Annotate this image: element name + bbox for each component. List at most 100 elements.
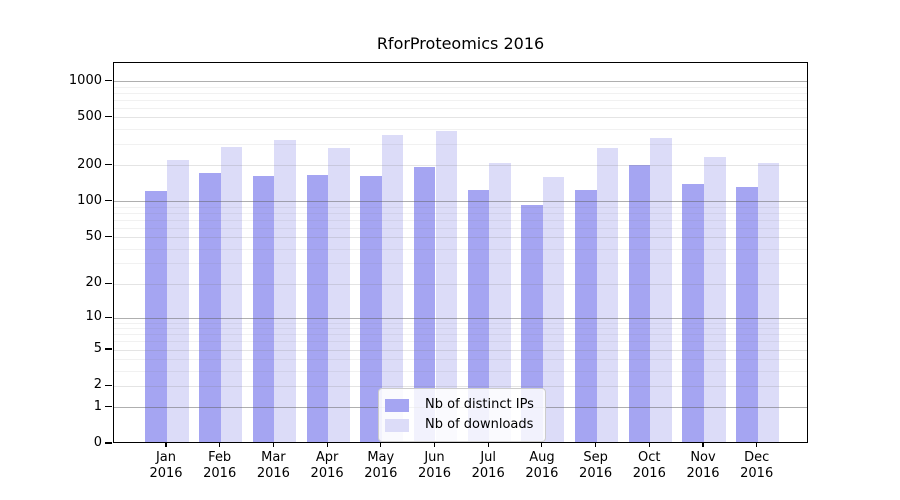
gridline-4 xyxy=(114,359,807,361)
y-tick-label-20: 20 xyxy=(85,275,102,291)
bar-nb-of-downloads-oct xyxy=(650,137,672,442)
bar-nb-of-distinct-ips-jul xyxy=(467,189,490,442)
y-tick-mark-1 xyxy=(105,406,112,408)
gridline-9 xyxy=(114,322,807,324)
gridline-6 xyxy=(114,341,807,343)
x-tick-mark-sep xyxy=(595,443,597,447)
x-tick-mark-jan xyxy=(165,443,167,447)
plot-area xyxy=(113,62,808,443)
gridline-70 xyxy=(114,219,807,221)
x-tick-label-may: May 2016 xyxy=(364,450,398,481)
bar-nb-of-downloads-feb xyxy=(220,146,243,442)
x-tick-mark-feb xyxy=(219,443,221,447)
gridline-50 xyxy=(114,237,807,239)
bar-nb-of-distinct-ips-feb xyxy=(199,172,221,442)
x-tick-mark-jul xyxy=(487,443,489,447)
bar-nb-of-distinct-ips-mar xyxy=(252,176,275,442)
gridline-200 xyxy=(114,165,807,167)
y-tick-label-2: 2 xyxy=(93,377,102,393)
y-tick-label-0: 0 xyxy=(93,435,102,450)
gridline-40 xyxy=(114,248,807,250)
y-tick-label-10: 10 xyxy=(85,309,102,325)
x-tick-mark-nov xyxy=(702,443,704,447)
x-tick-label-jun: Jun 2016 xyxy=(417,450,452,481)
gridline-60 xyxy=(114,227,807,229)
x-tick-label-sep: Sep 2016 xyxy=(579,450,613,481)
gridline-1000 xyxy=(114,81,807,82)
bar-nb-of-downloads-dec xyxy=(757,162,780,442)
x-tick-label-oct: Oct 2016 xyxy=(632,450,666,481)
gridline-400 xyxy=(114,129,807,130)
y-tick-mark-500 xyxy=(105,116,112,118)
gridline-8 xyxy=(114,328,807,330)
gridline-800 xyxy=(114,92,807,94)
legend-swatch-distinct-ips xyxy=(385,398,409,412)
x-tick-mark-dec xyxy=(756,443,758,447)
legend-row-downloads: Nb of downloads xyxy=(385,415,537,435)
y-tick-mark-100 xyxy=(105,200,112,202)
y-tick-label-500: 500 xyxy=(77,108,102,124)
x-tick-mark-oct xyxy=(648,443,650,447)
gridline-600 xyxy=(114,107,807,109)
x-tick-mark-aug xyxy=(541,443,543,447)
x-tick-label-aug: Aug 2016 xyxy=(525,450,559,481)
gridline-100 xyxy=(114,201,807,203)
y-tick-mark-200 xyxy=(105,164,112,166)
y-tick-mark-2 xyxy=(105,384,112,386)
x-tick-label-apr: Apr 2016 xyxy=(310,450,344,481)
bar-nb-of-downloads-nov xyxy=(704,157,726,442)
y-tick-mark-5 xyxy=(105,348,112,350)
x-tick-label-feb: Feb 2016 xyxy=(203,450,237,481)
x-tick-label-nov: Nov 2016 xyxy=(686,450,720,481)
bar-nb-of-distinct-ips-sep xyxy=(575,189,597,442)
bar-nb-of-distinct-ips-apr xyxy=(306,174,329,442)
legend-swatch-downloads xyxy=(385,418,409,432)
bar-nb-of-distinct-ips-aug xyxy=(521,204,543,442)
x-tick-label-jul: Jul 2016 xyxy=(471,450,505,481)
gridline-700 xyxy=(114,99,807,101)
gridline-900 xyxy=(114,86,807,88)
y-tick-label-100: 100 xyxy=(77,192,102,208)
bar-nb-of-downloads-jul xyxy=(489,163,511,442)
gridline-30 xyxy=(114,263,807,265)
x-tick-mark-jun xyxy=(433,443,436,447)
bar-nb-of-distinct-ips-nov xyxy=(682,183,704,442)
bar-nb-of-distinct-ips-oct xyxy=(628,164,651,442)
bar-nb-of-distinct-ips-dec xyxy=(736,186,758,442)
legend-label-distinct-ips: Nb of distinct IPs xyxy=(425,397,534,412)
bar-nb-of-downloads-apr xyxy=(328,147,350,442)
y-tick-mark-0 xyxy=(105,442,112,444)
x-tick-mark-may xyxy=(380,443,382,447)
gridline-300 xyxy=(114,144,807,146)
bar-nb-of-downloads-aug xyxy=(542,177,565,442)
bar-nb-of-downloads-jun xyxy=(435,130,458,442)
y-tick-label-1: 1 xyxy=(93,398,102,414)
x-tick-mark-apr xyxy=(326,443,328,447)
y-tick-mark-20 xyxy=(105,282,112,284)
gridline-2 xyxy=(114,385,807,387)
x-tick-label-jan: Jan 2016 xyxy=(149,450,183,481)
y-tick-label-200: 200 xyxy=(77,156,102,172)
bar-nb-of-distinct-ips-jan xyxy=(145,190,167,442)
y-tick-label-50: 50 xyxy=(85,228,102,244)
x-tick-label-mar: Mar 2016 xyxy=(256,450,290,481)
gridline-20 xyxy=(114,283,807,285)
y-tick-label-1000: 1000 xyxy=(68,72,102,88)
y-tick-mark-50 xyxy=(105,236,112,238)
bar-nb-of-distinct-ips-may xyxy=(360,175,382,442)
bar-nb-of-distinct-ips-jun xyxy=(413,167,436,442)
gridline-10 xyxy=(114,317,807,319)
gridline-500 xyxy=(114,117,807,119)
bar-nb-of-downloads-sep xyxy=(596,147,619,442)
y-tick-label-5: 5 xyxy=(93,341,102,356)
x-tick-mark-mar xyxy=(272,443,274,447)
y-tick-mark-10 xyxy=(105,316,112,318)
legend-row-distinct-ips: Nb of distinct IPs xyxy=(385,395,537,415)
gridline-7 xyxy=(114,334,807,336)
legend-label-downloads: Nb of downloads xyxy=(425,417,534,432)
legend: Nb of distinct IPs Nb of downloads xyxy=(378,388,546,442)
chart-title: RforProteomics 2016 xyxy=(376,34,545,53)
gridline-5 xyxy=(114,349,807,351)
y-tick-mark-1000 xyxy=(105,79,112,82)
bar-nb-of-downloads-mar xyxy=(274,140,296,442)
